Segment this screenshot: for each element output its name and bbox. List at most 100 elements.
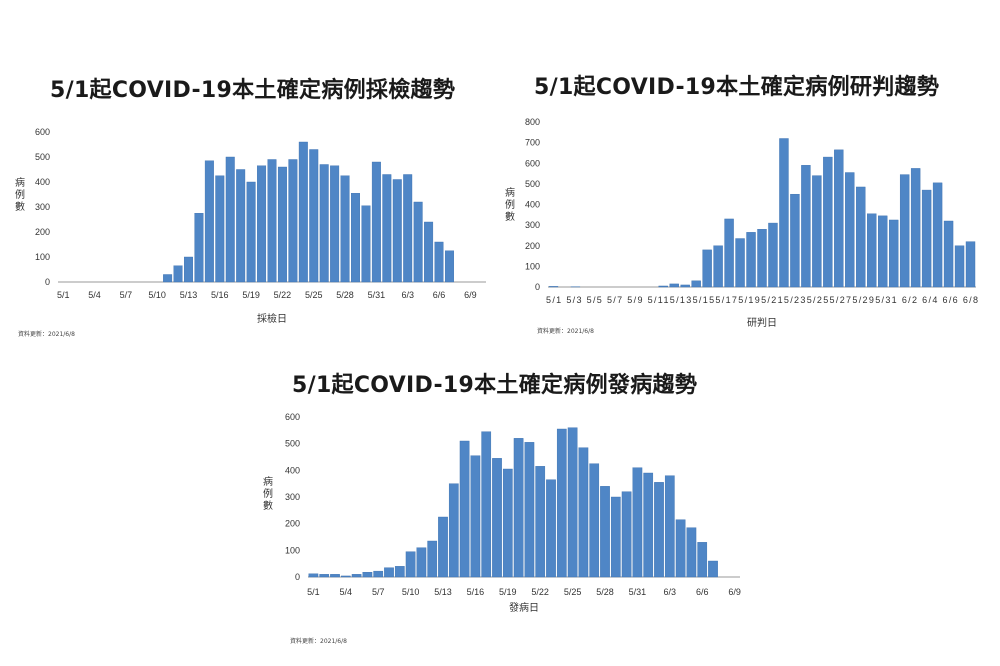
x-tick-label: 5/31 xyxy=(368,290,386,300)
x-tick-label: 5/10 xyxy=(402,587,420,597)
y-tick-label: 200 xyxy=(35,227,50,237)
y-axis-label: 病例數 xyxy=(505,186,515,223)
y-tick-label: 0 xyxy=(535,282,540,292)
bar-5/28 xyxy=(340,175,350,283)
bar-5/16 xyxy=(215,175,225,283)
chart-panel-sampling: 5/1起COVID-19本土確定病例採檢趨勢 0 100 200 300 400 500 6… xyxy=(0,0,500,340)
source-note: 資料更新：2021/6/8 xyxy=(537,327,594,335)
x-tick-label: 5/7 xyxy=(372,587,385,597)
bar-5/7 xyxy=(373,570,384,578)
bar-5/18 xyxy=(735,238,745,288)
y-tick-label: 0 xyxy=(45,277,50,287)
x-tick-label: 5/28 xyxy=(336,290,354,300)
bar-6/6 xyxy=(434,241,444,283)
bar-5/12 xyxy=(669,283,679,288)
chart-title: 5/1起COVID-19本土確定病例研判趨勢 xyxy=(534,75,940,100)
bar-5/28 xyxy=(600,486,610,578)
y-tick-label: 400 xyxy=(285,465,300,475)
x-tick-label: 5/4 xyxy=(88,290,101,300)
bar-6/4 xyxy=(921,189,932,288)
x-tick-label: 6/9 xyxy=(728,587,741,597)
bar-5/24 xyxy=(556,428,567,578)
x-tick-label: 5/16 xyxy=(467,587,485,597)
bar-5/31 xyxy=(371,161,381,283)
x-axis-label: 研判日 xyxy=(747,317,777,329)
source-note: 資料更新：2021/6/8 xyxy=(290,637,347,645)
bar-5/20 xyxy=(513,438,524,578)
bar-5/27 xyxy=(834,149,844,288)
bar-5/16 xyxy=(470,455,481,578)
bar-5/2 xyxy=(319,574,330,578)
y-tick-label: 600 xyxy=(525,158,540,168)
bar-5/13 xyxy=(438,516,448,578)
bar-5/10 xyxy=(405,551,416,578)
bar-6/2 xyxy=(392,179,402,283)
chart-svg: 0 100 200 300 400 500 600 5/1 5/4 5/7 5/10 5/13 5/16… xyxy=(15,127,486,338)
bar-6/6 xyxy=(697,542,708,578)
x-tick-label: 5/7 xyxy=(120,290,133,300)
bar-5/11 xyxy=(163,274,173,283)
bar-5/17 xyxy=(225,156,235,283)
x-tick-label: 5/16 xyxy=(211,290,229,300)
bar-5/30 xyxy=(621,491,632,578)
y-tick-label: 100 xyxy=(35,252,50,262)
bar-5/22 xyxy=(535,466,546,578)
bar-5/11 xyxy=(658,285,668,288)
y-tick-label: 500 xyxy=(35,152,50,162)
bar-6/1 xyxy=(888,219,899,288)
y-tick-label: 600 xyxy=(285,412,300,422)
bar-6/5 xyxy=(424,221,434,283)
x-tick-labels: 5/1 5/3 5/5 5/7 5/9 5/115/135/155/175/19… xyxy=(546,295,978,305)
x-axis-label: 採檢日 xyxy=(257,312,287,325)
x-tick-label: 6/9 xyxy=(464,290,477,300)
bar-5/25 xyxy=(812,175,822,288)
x-tick-label: 6/3 xyxy=(664,587,677,597)
bar-5/22 xyxy=(779,138,789,288)
y-axis-label: 病例數 xyxy=(263,475,273,512)
bar-5/13 xyxy=(184,256,193,283)
y-tick-label: 300 xyxy=(285,492,300,502)
x-tick-label: 5/22 xyxy=(274,290,292,300)
bar-5/31 xyxy=(632,467,643,578)
x-tick-label: 5/22 xyxy=(531,587,549,597)
chart-title: 5/1起COVID-19本土確定病例發病趨勢 xyxy=(292,373,698,398)
bar-6/3 xyxy=(403,174,413,283)
x-tick-label: 5/1 xyxy=(57,290,70,300)
x-tick-label: 5/13 xyxy=(434,587,452,597)
bar-5/15 xyxy=(459,440,470,578)
bar-5/26 xyxy=(578,447,589,578)
bar-6/3 xyxy=(910,168,921,288)
chart-panel-confirmation: 5/1起COVID-19本土確定病例研判趨勢 0 100 200 300 400 500 6… xyxy=(500,0,1000,340)
bar-6/2 xyxy=(899,174,910,288)
bar-6/5 xyxy=(932,182,943,288)
bar-5/3 xyxy=(330,574,340,578)
y-tick-label: 200 xyxy=(525,241,540,251)
bar-5/26 xyxy=(319,164,329,283)
y-tick-label: 300 xyxy=(35,202,50,212)
x-tick-label: 5/19 xyxy=(499,587,517,597)
bar-6/4 xyxy=(675,519,686,578)
bar-6/6 xyxy=(943,220,954,288)
y-tick-label: 800 xyxy=(525,117,540,127)
bar-5/8 xyxy=(384,567,394,578)
x-tick-label: 5/4 xyxy=(340,587,353,597)
bar-6/7 xyxy=(954,245,965,288)
bar-5/9 xyxy=(394,566,405,578)
bar-5/29 xyxy=(610,496,621,578)
bar-5/28 xyxy=(845,172,855,288)
y-tick-label: 500 xyxy=(285,439,300,449)
source-note: 資料更新：2021/6/8 xyxy=(18,330,75,338)
bar-6/8 xyxy=(965,241,976,288)
bar-5/4 xyxy=(340,575,351,578)
bar-6/7 xyxy=(444,250,454,283)
bar-5/25 xyxy=(309,149,319,283)
bar-5/18 xyxy=(492,458,502,578)
y-tick-label: 400 xyxy=(525,200,540,210)
bar-5/20 xyxy=(757,229,767,288)
bar-6/3 xyxy=(664,475,675,578)
bar-5/15 xyxy=(204,160,214,283)
bar-5/30 xyxy=(867,213,877,288)
y-tick-label: 700 xyxy=(525,138,540,148)
bar-5/31 xyxy=(878,215,888,288)
bar-5/26 xyxy=(823,156,833,288)
